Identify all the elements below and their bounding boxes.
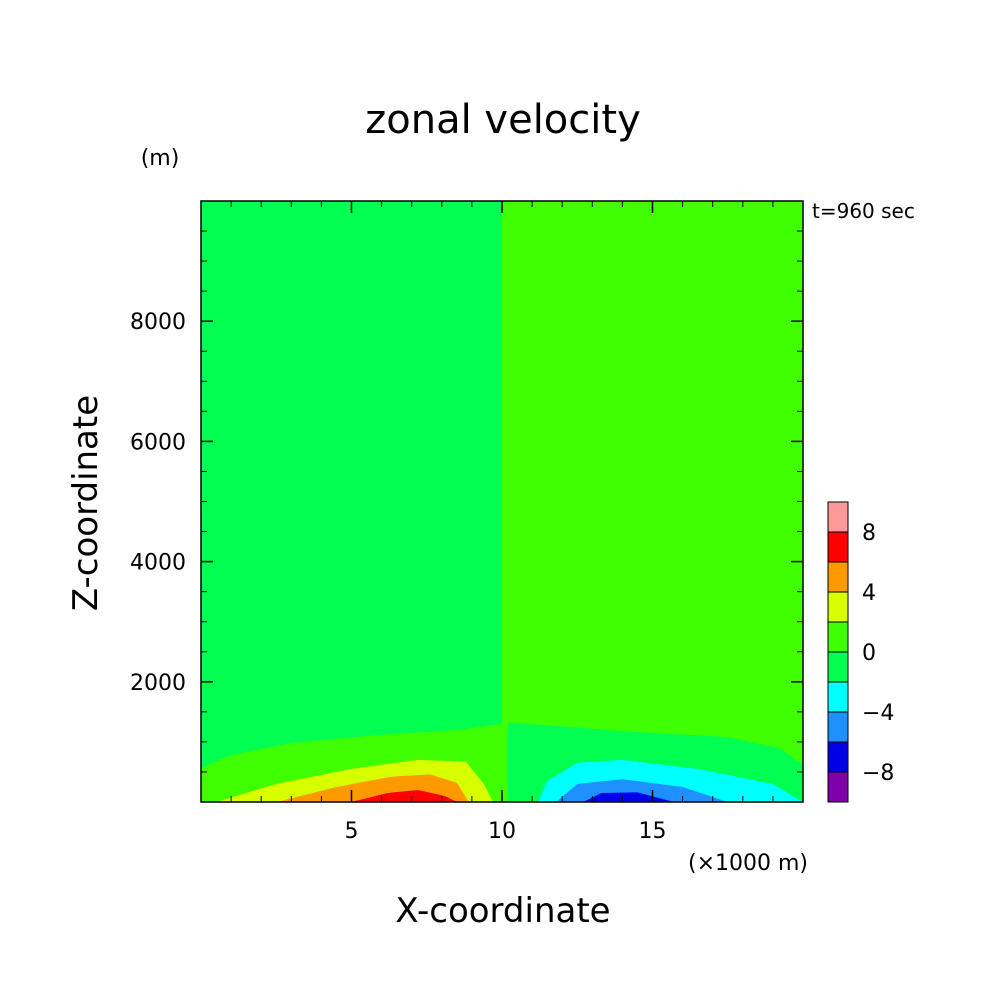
chart-title: zonal velocity bbox=[365, 97, 641, 143]
colorbar-swatch-2 bbox=[827, 711, 849, 743]
y-unit-label: (m) bbox=[141, 146, 180, 171]
y-tick-label: 8000 bbox=[130, 310, 186, 335]
contour-fill bbox=[201, 201, 803, 802]
colorbar-swatch-9 bbox=[827, 501, 849, 533]
contour-region-9 bbox=[583, 792, 674, 802]
colorbar-tick-label: −4 bbox=[862, 701, 894, 726]
y-tick-label: 6000 bbox=[130, 430, 186, 455]
x-tick-label: 10 bbox=[488, 819, 516, 844]
contour-region-5 bbox=[351, 790, 457, 802]
y-axis-label: Z-coordinate bbox=[66, 395, 106, 611]
colorbar-tick-label: 8 bbox=[862, 521, 876, 546]
colorbar-swatch-0 bbox=[827, 771, 849, 803]
colorbar-swatch-7 bbox=[827, 561, 849, 593]
time-label: t=960 sec bbox=[812, 199, 915, 223]
x-unit-label: (×1000 m) bbox=[688, 851, 808, 876]
x-axis-label: X-coordinate bbox=[395, 891, 610, 931]
minor-ticks bbox=[201, 201, 803, 802]
y-axis-ticks: 2000 4000 6000 8000 bbox=[130, 310, 803, 696]
contour-region-0 bbox=[201, 201, 502, 802]
y-tick-label: 4000 bbox=[130, 551, 186, 576]
x-axis-ticks: 5 10 15 bbox=[345, 201, 667, 844]
colorbar-swatch-5 bbox=[827, 621, 849, 653]
colorbar-swatch-6 bbox=[827, 591, 849, 623]
x-tick-label: 5 bbox=[345, 819, 359, 844]
x-tick-label: 15 bbox=[639, 819, 667, 844]
colorbar-tick-label: 0 bbox=[862, 641, 876, 666]
colorbar-swatch-4 bbox=[827, 651, 849, 683]
y-tick-label: 2000 bbox=[130, 671, 186, 696]
colorbar-swatch-1 bbox=[827, 741, 849, 773]
contour-region-1 bbox=[502, 201, 803, 802]
colorbar-swatch-8 bbox=[827, 531, 849, 563]
colorbar: −8 −4 0 4 8 bbox=[827, 501, 894, 803]
colorbar-tick-label: −8 bbox=[862, 761, 894, 786]
colorbar-tick-label: 4 bbox=[862, 581, 876, 606]
colorbar-swatch-3 bbox=[827, 681, 849, 713]
